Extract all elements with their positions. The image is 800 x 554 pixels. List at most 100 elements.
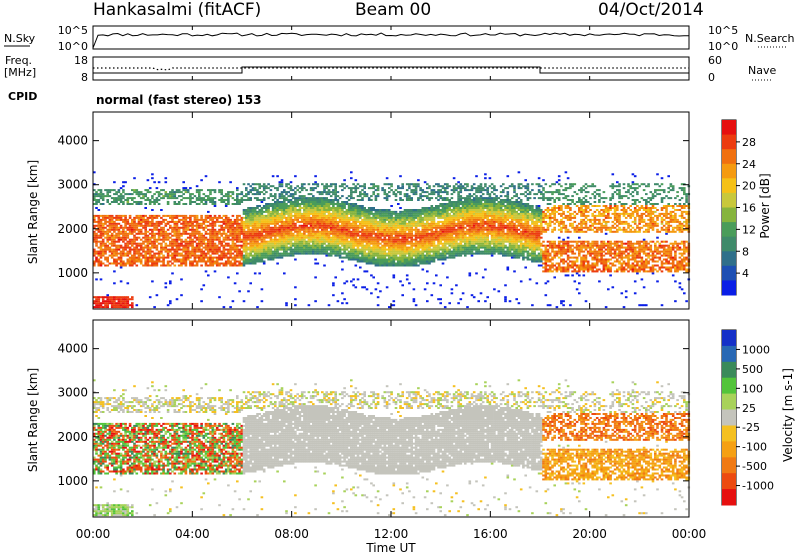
- power-cell: [345, 254, 349, 257]
- power-cell: [303, 234, 306, 237]
- power-cell: [316, 218, 320, 221]
- power-cell: [437, 189, 440, 192]
- power-cell: [343, 298, 346, 301]
- power-cell: [403, 256, 407, 259]
- power-cell: [195, 250, 199, 253]
- power-cell: [146, 258, 150, 261]
- power-cell: [231, 256, 235, 259]
- power-cell: [316, 246, 320, 249]
- power-cell: [363, 256, 366, 259]
- power-cell: [448, 254, 451, 257]
- power-cell: [238, 218, 241, 221]
- power-cell: [227, 258, 230, 261]
- power-cell: [104, 296, 107, 299]
- power-cell: [164, 248, 168, 251]
- power-cell: [169, 220, 172, 223]
- power-cell: [110, 214, 114, 217]
- power-cell: [202, 218, 206, 221]
- power-cell: [113, 252, 116, 255]
- power-cell: [452, 224, 456, 227]
- power-cell: [189, 201, 192, 203]
- power-cell: [128, 248, 132, 251]
- power-cell: [110, 222, 114, 225]
- power-cell: [95, 250, 98, 253]
- power-cell: [104, 264, 107, 267]
- power-cell: [215, 248, 219, 251]
- power-cell: [262, 193, 266, 196]
- power-cell: [296, 248, 299, 251]
- power-cell: [323, 205, 326, 207]
- power-cell: [213, 270, 217, 273]
- power-cell: [131, 306, 134, 309]
- power-cell: [245, 226, 248, 229]
- power-cell: [137, 260, 141, 263]
- power-cell: [410, 260, 413, 263]
- power-cell: [124, 296, 127, 299]
- power-cell: [370, 220, 373, 223]
- power-cell: [106, 306, 109, 309]
- power-cell: [200, 197, 203, 200]
- power-cell: [162, 254, 165, 257]
- power-cell: [300, 212, 304, 215]
- power-cell: [151, 262, 154, 265]
- power-cell: [450, 254, 454, 257]
- power-cell: [383, 226, 387, 229]
- power-cell: [137, 252, 141, 255]
- power-cell: [124, 254, 127, 257]
- power-cell: [408, 197, 411, 200]
- power-cell: [231, 242, 235, 245]
- power-cell: [419, 193, 422, 196]
- power-cell: [437, 212, 440, 215]
- power-cell: [200, 288, 203, 291]
- power-cell: [388, 212, 391, 215]
- power-cell: [309, 220, 313, 223]
- power-cell: [153, 238, 156, 241]
- power-cell: [249, 260, 252, 263]
- power-cell: [202, 240, 206, 243]
- power-cell: [236, 240, 239, 243]
- power-cell: [296, 228, 299, 231]
- power-cell: [269, 218, 273, 221]
- power-cell: [133, 246, 136, 249]
- power-cell: [119, 238, 123, 241]
- power-cell: [318, 209, 322, 211]
- power-cell: [401, 185, 404, 188]
- power-cell: [448, 201, 451, 203]
- power-cell: [361, 258, 364, 261]
- power-cell: [144, 246, 147, 249]
- power-cell: [365, 242, 369, 245]
- power-cell: [437, 216, 440, 219]
- power-cell: [383, 224, 387, 227]
- power-cell: [139, 254, 143, 257]
- power-cell: [108, 238, 112, 241]
- power-cell: [175, 238, 179, 241]
- power-cell: [356, 216, 360, 219]
- power-cell: [403, 220, 407, 223]
- power-cell: [312, 226, 315, 229]
- power-cell: [359, 260, 362, 263]
- power-cell: [249, 250, 252, 253]
- power-cell: [283, 222, 286, 225]
- power-cell: [113, 300, 116, 303]
- power-cell: [146, 238, 150, 241]
- power-cell: [374, 195, 378, 198]
- power-cell: [131, 302, 134, 305]
- power-cell: [164, 234, 168, 237]
- power-cell: [450, 246, 454, 249]
- power-cell: [388, 195, 391, 198]
- power-cell: [182, 262, 185, 265]
- power-cell: [251, 226, 255, 229]
- power-cell: [426, 270, 429, 273]
- power-cell: [113, 254, 116, 257]
- power-cell: [113, 270, 116, 273]
- power-cell: [435, 207, 438, 209]
- power-cell: [146, 236, 150, 239]
- power-cell: [215, 218, 219, 221]
- power-cell: [153, 193, 156, 196]
- power-cell: [269, 232, 273, 235]
- power-heatmap: [93, 171, 691, 309]
- power-cell: [405, 278, 409, 281]
- power-cell: [374, 242, 378, 245]
- power-cell: [455, 216, 458, 219]
- power-cell: [195, 236, 199, 239]
